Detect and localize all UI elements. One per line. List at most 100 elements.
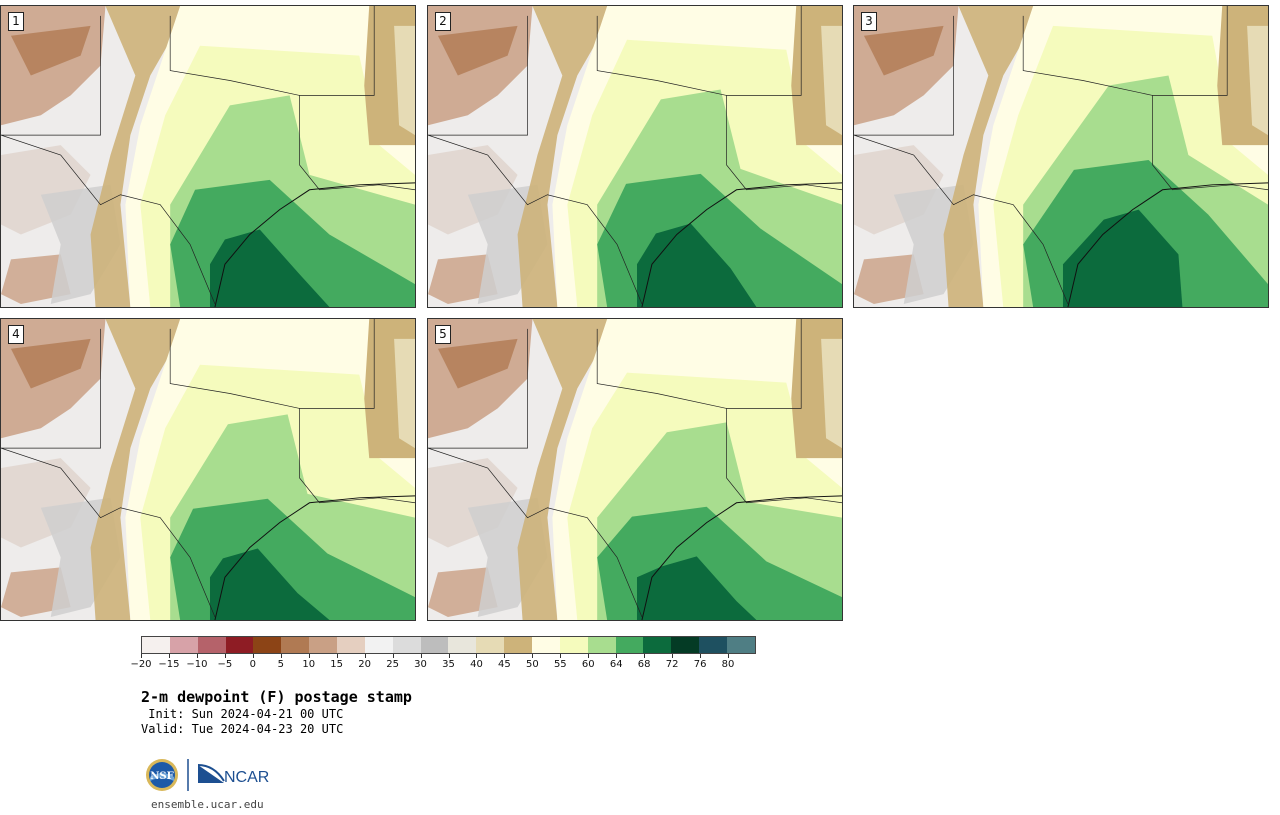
border-line: [854, 134, 1069, 305]
colorbar-cell: [671, 637, 700, 653]
stamp-panel-member-1: 1: [0, 5, 416, 308]
colorbar-tick-label: 10: [302, 659, 316, 670]
colorbar-tick-label: 40: [470, 659, 483, 670]
east-tan-region: [821, 25, 842, 136]
colorbar-cell: [504, 637, 533, 653]
colorbar-tick: [252, 654, 254, 658]
member-label: 1: [8, 12, 24, 31]
colorbar-tick: [280, 654, 282, 658]
colorbar-tick-label: 35: [442, 659, 455, 670]
coastline: [214, 182, 415, 307]
colorbar-tick: [616, 654, 618, 658]
colorbar-tick: [532, 654, 534, 658]
colorbar-tick: [224, 654, 226, 658]
colorbar: [141, 636, 756, 654]
nsf-logo-text: NSF: [150, 771, 173, 782]
coastline: [1067, 182, 1268, 307]
state-borders: [1, 6, 415, 305]
colorbar-tick: [141, 654, 142, 658]
colorbar-tick-label: 55: [553, 659, 567, 670]
border-line: [1, 134, 216, 305]
dewpoint-map: [1, 6, 415, 307]
tan-band: [517, 319, 618, 620]
border-line: [428, 15, 528, 136]
stamp-panel-member-2: 2: [427, 5, 843, 308]
dewpoint-map: [428, 319, 842, 620]
colorbar-tick-label: 68: [637, 659, 651, 670]
colorbar-tick-label: 5: [277, 659, 284, 670]
colorbar-cell: [420, 637, 449, 653]
colorbar-cell: [699, 637, 728, 653]
colorbar-cell: [281, 637, 310, 653]
member-label: 5: [435, 325, 451, 344]
state-borders: [428, 319, 842, 618]
border-line: [726, 95, 842, 191]
nsf-logo-icon: NSF: [146, 759, 178, 791]
border-line: [854, 15, 954, 136]
colorbar-tick: [588, 654, 590, 658]
colorbar-cell: [309, 637, 338, 653]
dark-green-region: [209, 548, 330, 620]
colorbar-tick: [448, 654, 450, 658]
border-line: [428, 328, 528, 449]
tan-band: [90, 6, 191, 307]
terrain-patch: [437, 338, 518, 389]
colorbar-tick-label: −5: [217, 659, 233, 670]
colorbar-cell: [615, 637, 644, 653]
member-label: 2: [435, 12, 451, 31]
colorbar-cell: [225, 637, 254, 653]
border-line: [299, 408, 415, 504]
colorbar-cell: [392, 637, 421, 653]
colorbar-tick-label: 15: [330, 659, 344, 670]
east-tan-region: [394, 338, 415, 449]
dewpoint-map: [854, 6, 1268, 307]
colorbar-tick-label: 50: [525, 659, 539, 670]
init-time: Init: Sun 2024-04-21 00 UTC: [141, 707, 344, 721]
coastline: [641, 495, 842, 620]
state-borders: [854, 6, 1268, 305]
terrain-patch: [10, 338, 91, 389]
colorbar-cell: [476, 637, 505, 653]
tan-band: [943, 6, 1044, 307]
valid-time: Valid: Tue 2024-04-23 20 UTC: [141, 722, 344, 736]
colorbar-tick-label: 30: [414, 659, 427, 670]
east-tan-region: [394, 25, 415, 136]
colorbar-tick: [392, 654, 394, 658]
colorbar-cell: [532, 637, 560, 653]
state-borders: [428, 6, 842, 305]
colorbar-tick-label: 72: [665, 659, 679, 670]
colorbar-tick: [308, 654, 310, 658]
stamp-panel-member-4: 4: [0, 318, 416, 621]
stamp-panel-member-5: 5: [427, 318, 843, 621]
coastline: [214, 495, 415, 620]
colorbar-tick: [672, 654, 674, 658]
colorbar-cell: [587, 637, 616, 653]
east-tan-region: [1247, 25, 1268, 136]
colorbar-tick-label: 0: [249, 659, 256, 670]
colorbar-cell: [197, 637, 226, 653]
ncar-logo-icon: NCAR: [197, 764, 269, 786]
colorbar-tick-label: 45: [498, 659, 511, 670]
colorbar-tick: [504, 654, 506, 658]
colorbar-tick-label: −20: [130, 659, 152, 670]
colorbar-cell: [169, 637, 198, 653]
tan-band: [90, 319, 191, 620]
colorbar-tick: [336, 654, 338, 658]
colorbar-cell: [253, 637, 282, 653]
border-line: [1152, 95, 1268, 191]
colorbar-tick-label: 76: [693, 659, 707, 670]
colorbar-tick-label: 20: [358, 659, 371, 670]
border-line: [596, 6, 802, 96]
ncar-logo-text: NCAR: [224, 769, 269, 786]
colorbar-tick-labels: −20 −15 −10 −5 0 5 10 15 20 25 30 35 40 45 50 55 60 64 68 7…: [130, 654, 756, 674]
dewpoint-map: [428, 6, 842, 307]
page-title: 2-m dewpoint (F) postage stamp: [141, 688, 412, 706]
member-label: 3: [861, 12, 877, 31]
coastline: [641, 182, 842, 307]
border-line: [726, 408, 842, 504]
border-line: [169, 319, 375, 409]
colorbar-tick: [700, 654, 702, 658]
colorbar-cell: [643, 637, 672, 653]
colorbar-cell: [337, 637, 365, 653]
colorbar-cell: [727, 637, 755, 653]
